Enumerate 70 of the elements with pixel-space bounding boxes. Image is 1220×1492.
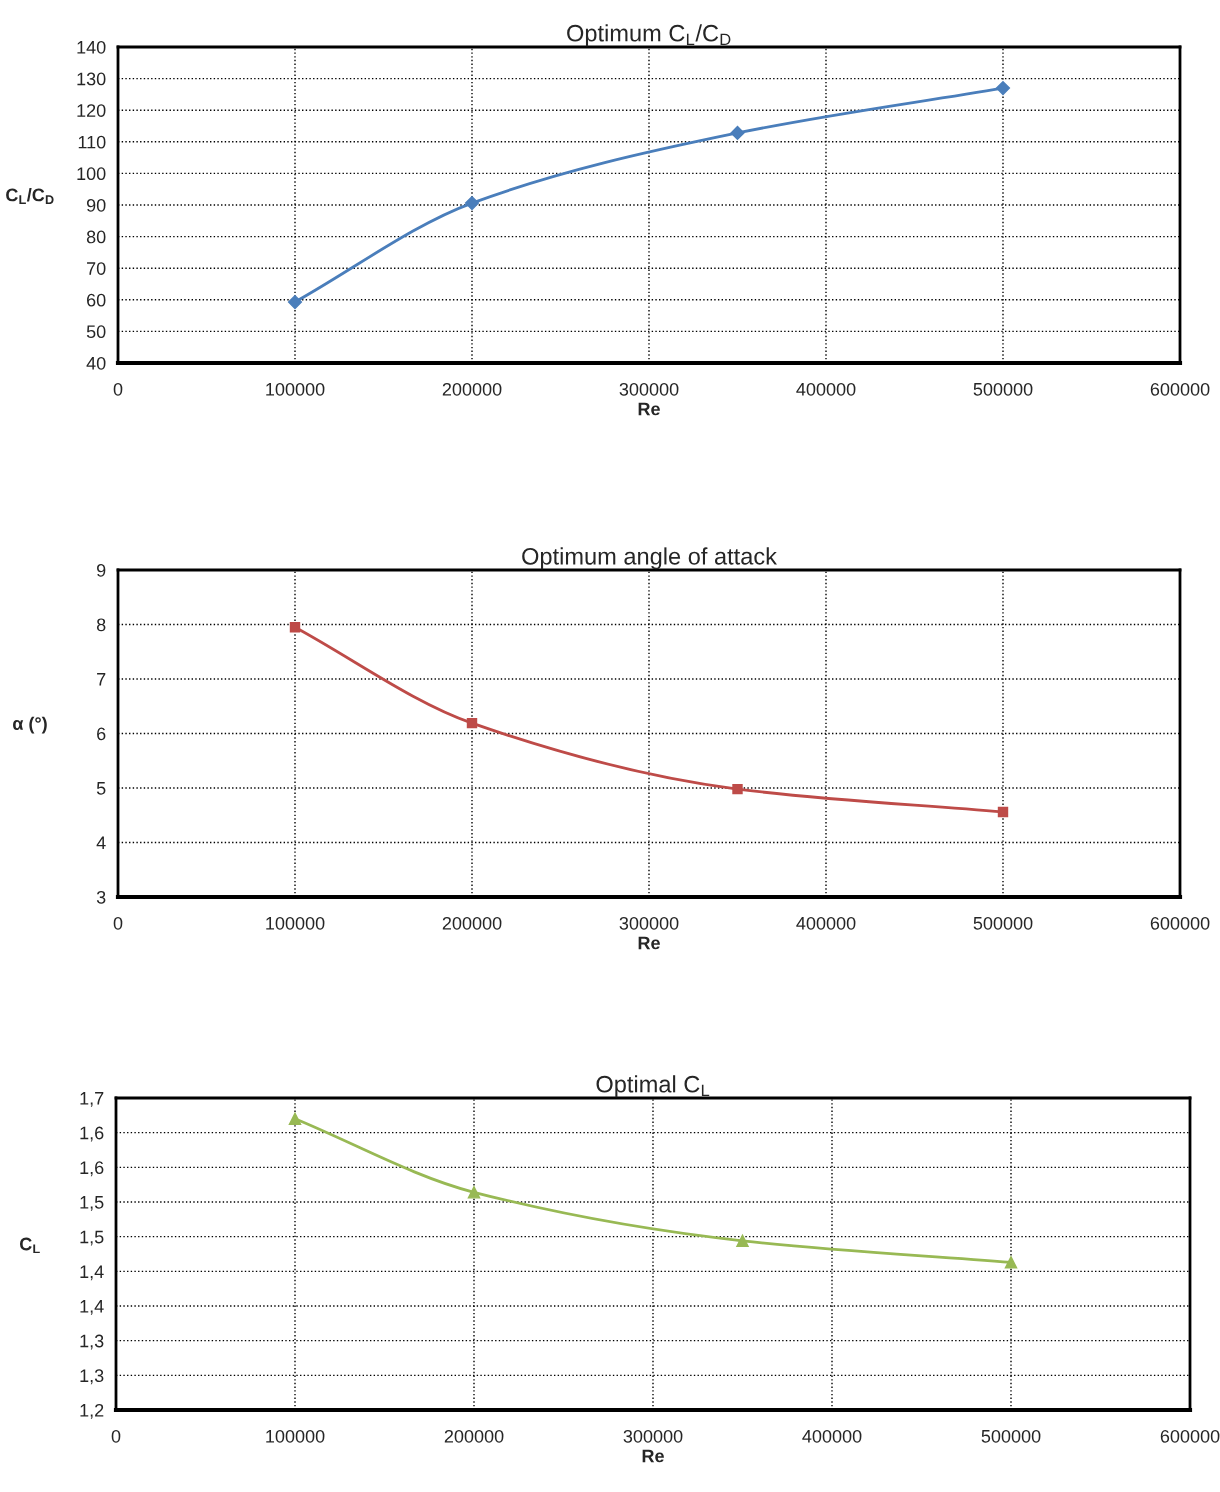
point xyxy=(289,622,301,633)
x-axis-title: Re xyxy=(638,936,660,950)
point xyxy=(730,125,745,141)
y-tick-label: 1,4 xyxy=(80,1300,104,1315)
x-tick-label: 500000 xyxy=(973,916,1033,930)
chart-title: Optimal C$_{L}$ xyxy=(596,1075,710,1098)
y-tick-label: 8 xyxy=(96,618,106,632)
x-tick-label: 300000 xyxy=(623,1429,683,1443)
y-tick-label: 100 xyxy=(77,167,106,181)
y-tick-label: 1,7 xyxy=(80,1092,104,1107)
y-tick-label: 130 xyxy=(77,72,106,86)
point xyxy=(736,1234,749,1248)
y-tick-label: 1,3 xyxy=(80,1369,104,1385)
y-tick-label: 1,5 xyxy=(80,1196,104,1211)
x-tick-label: 0 xyxy=(113,916,123,930)
y-axis-title: C$_{L}$/C$_{D}$ xyxy=(6,188,54,205)
point xyxy=(467,1186,481,1199)
y-tick-label: 1,6 xyxy=(80,1161,104,1177)
x-tick-label: 100000 xyxy=(266,916,325,930)
x-axis-title: Re xyxy=(642,1449,664,1463)
point xyxy=(288,1112,302,1126)
y-axis-title: C$_{L}$ xyxy=(20,1237,40,1254)
x-tick-label: 300000 xyxy=(619,916,679,930)
x-tick-label: 100000 xyxy=(266,382,325,396)
y-tick-label: 7 xyxy=(97,673,106,686)
chart-title: Optimum C$_{L}$/C$_{D}$ xyxy=(567,24,731,47)
point xyxy=(995,81,1011,96)
x-axis-title: Re xyxy=(638,402,660,416)
y-tick-label: 1,5 xyxy=(80,1230,104,1246)
y-axis-title: α (°) xyxy=(13,716,47,734)
y-tick-label: 70 xyxy=(87,262,106,275)
x-tick-label: 400000 xyxy=(802,1429,862,1443)
x-tick-label: 500000 xyxy=(973,382,1033,396)
x-tick-label: 200000 xyxy=(444,1429,504,1443)
point xyxy=(287,294,303,310)
y-tick-label: 1,3 xyxy=(80,1334,104,1350)
x-tick-label: 200000 xyxy=(442,382,502,396)
y-tick-label: 5 xyxy=(96,782,106,795)
y-tick-label: 9 xyxy=(97,563,106,577)
point xyxy=(1004,1256,1018,1269)
point xyxy=(732,783,743,795)
y-tick-label: 80 xyxy=(86,230,106,244)
x-tick-label: 300000 xyxy=(619,382,679,396)
y-tick-label: 50 xyxy=(86,325,106,339)
y-tick-label: 1,4 xyxy=(80,1265,104,1281)
x-tick-label: 100000 xyxy=(266,1429,325,1443)
x-tick-label: 400000 xyxy=(796,916,856,930)
x-tick-label: 400000 xyxy=(796,382,856,396)
y-tick-label: 1,6 xyxy=(80,1126,104,1142)
chart-title: Optimum angle of attack xyxy=(522,547,777,570)
x-tick-label: 600000 xyxy=(1150,382,1210,396)
point xyxy=(464,196,480,211)
point xyxy=(997,806,1009,818)
x-tick-label: 600000 xyxy=(1150,916,1210,930)
y-tick-label: 60 xyxy=(87,293,106,307)
y-tick-label: 3 xyxy=(96,890,106,904)
x-tick-label: 600000 xyxy=(1160,1429,1220,1443)
x-tick-label: 0 xyxy=(111,1429,121,1443)
y-tick-label: 110 xyxy=(78,135,106,149)
y-tick-label: 90 xyxy=(86,198,106,212)
x-tick-label: 500000 xyxy=(981,1429,1041,1443)
x-tick-label: 0 xyxy=(113,382,123,396)
y-tick-label: 40 xyxy=(86,356,106,370)
y-tick-label: 140 xyxy=(77,40,106,54)
y-tick-label: 1,2 xyxy=(80,1403,104,1419)
y-tick-label: 4 xyxy=(96,836,106,850)
x-tick-label: 200000 xyxy=(442,916,502,930)
y-tick-label: 6 xyxy=(97,727,106,741)
point xyxy=(466,717,478,729)
y-tick-label: 120 xyxy=(77,104,106,117)
